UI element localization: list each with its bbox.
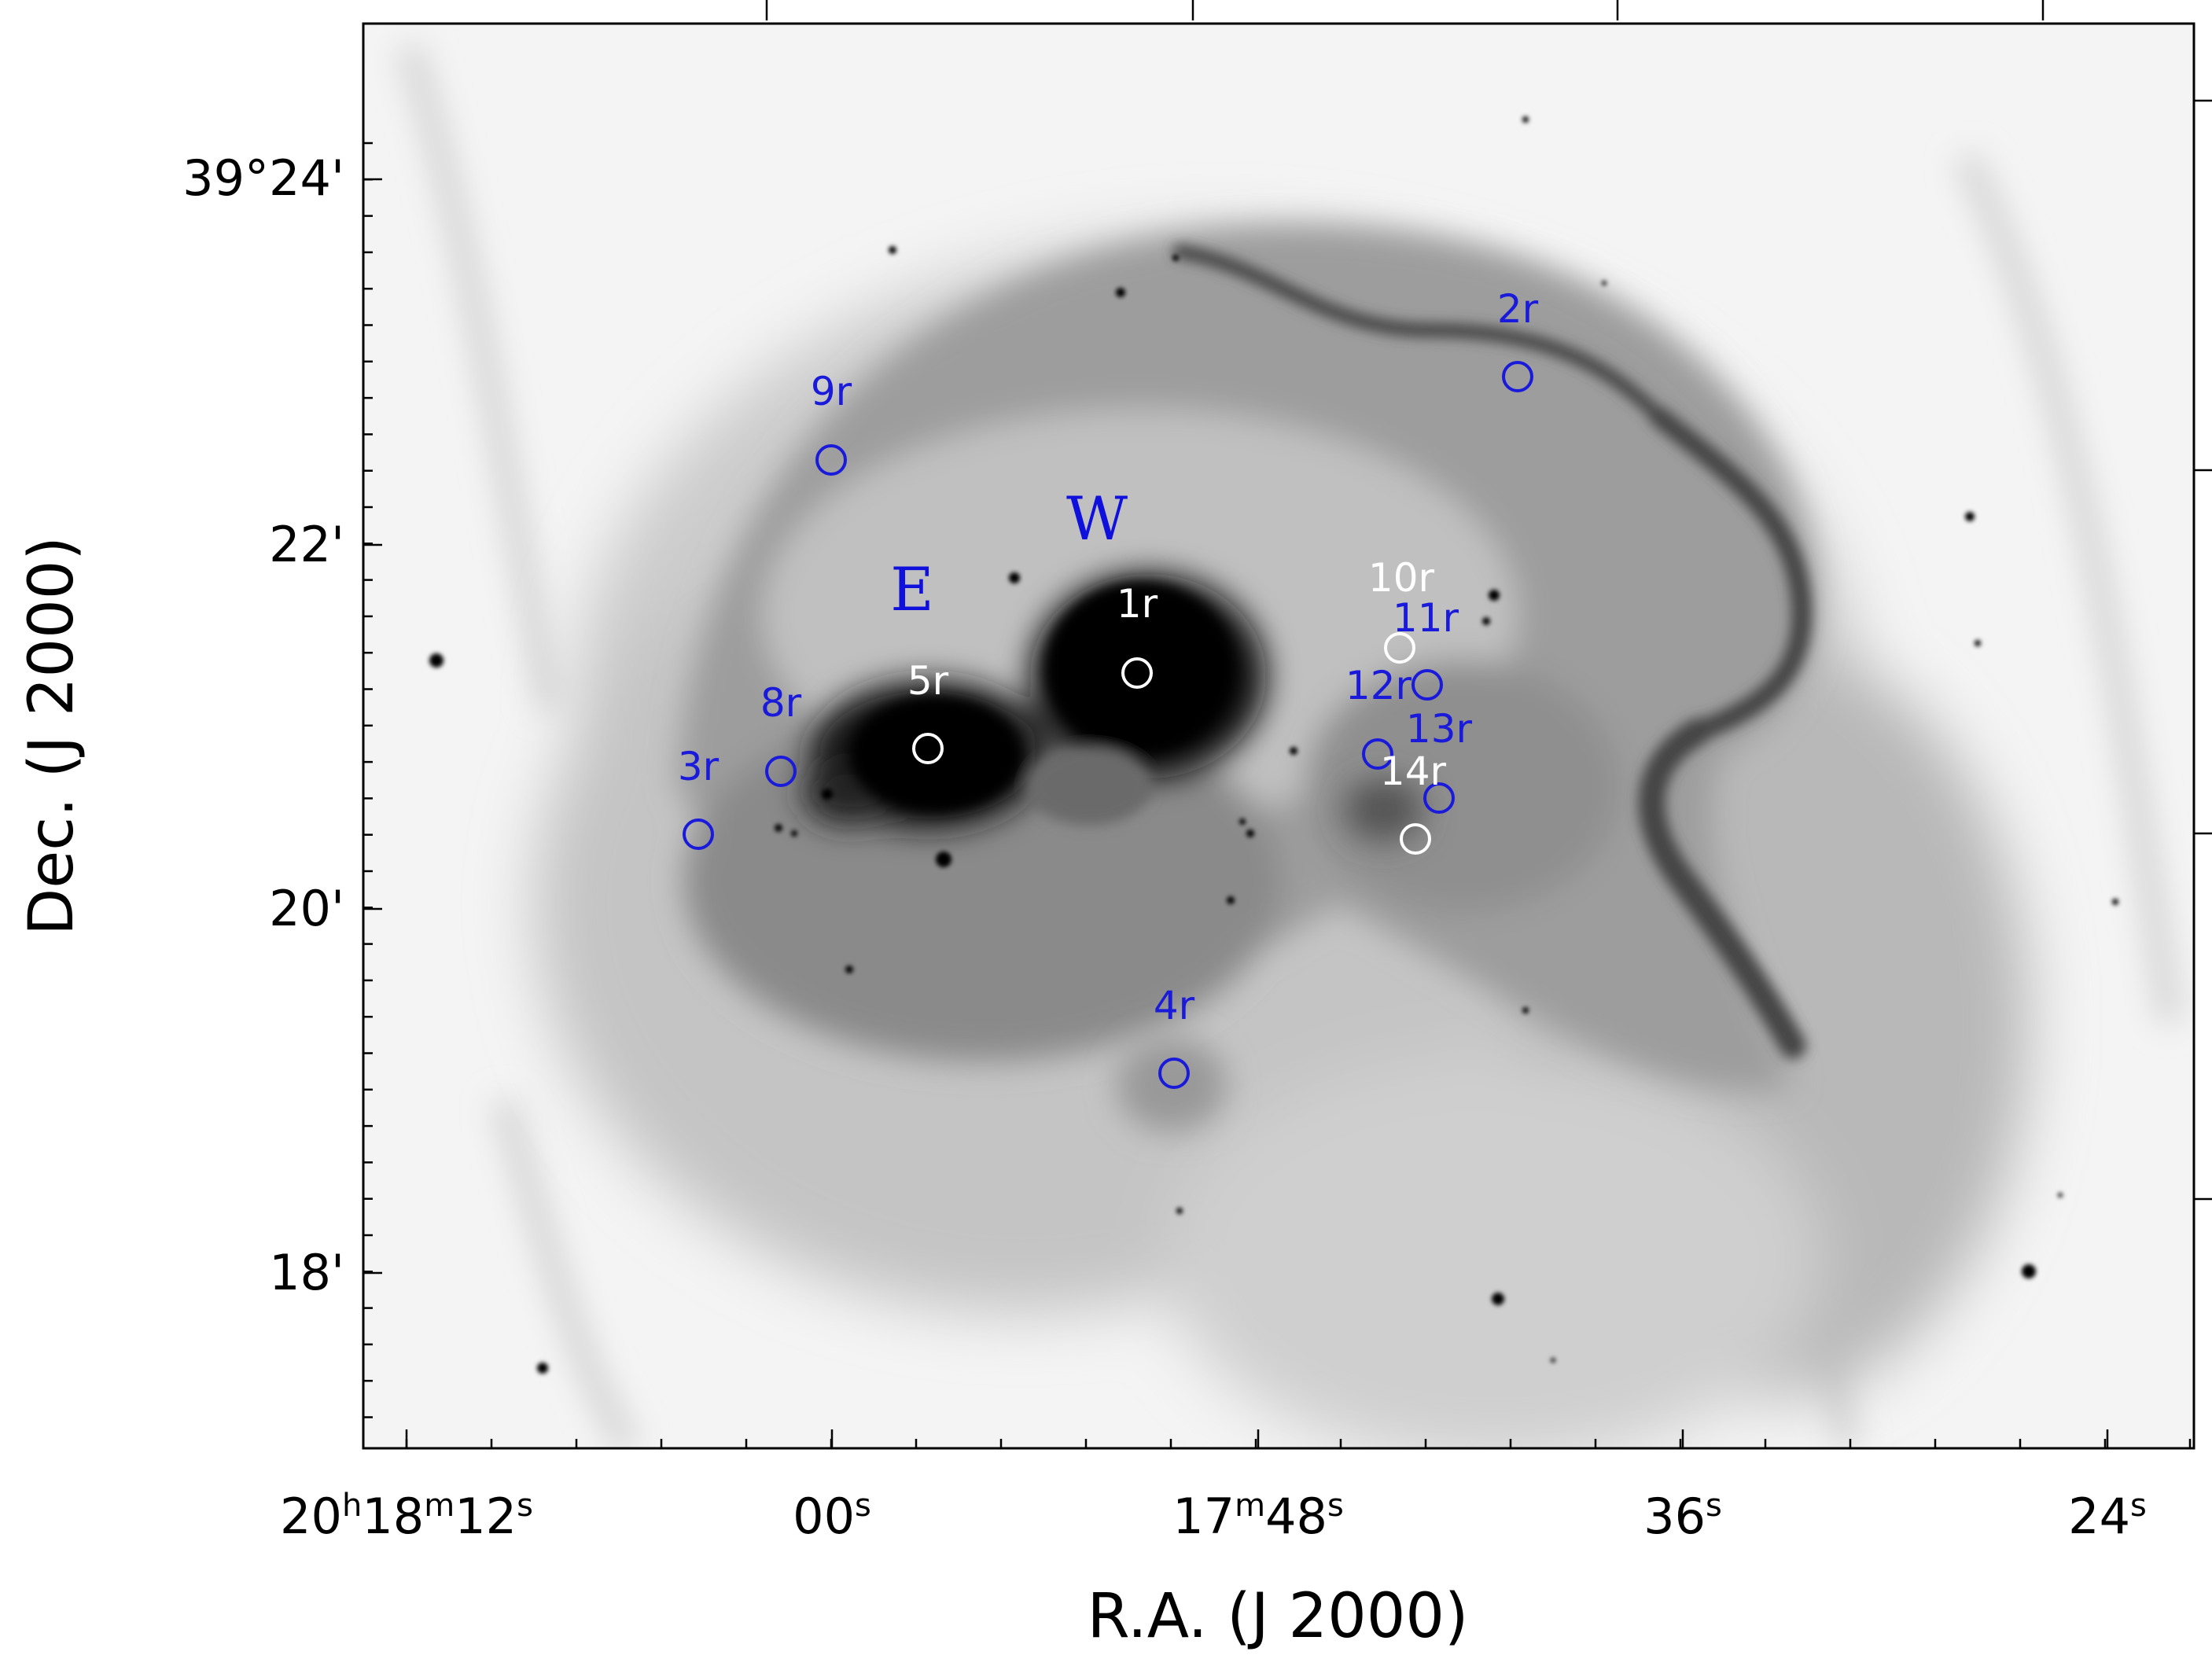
y-tick-label-2: 20' [269, 880, 344, 937]
star [1246, 829, 1254, 837]
source-circle-2r [1502, 361, 1533, 392]
x-tick-labels: 20h18m12s 00s 17m48s 36s 24s [280, 1488, 2147, 1545]
x-axis-title: R.A. (J 2000) [1088, 1581, 1469, 1652]
source-label-9r: 9r [811, 369, 852, 414]
star [1009, 572, 1020, 583]
source-circle-8r [765, 756, 797, 787]
region-label-e: E [890, 554, 933, 624]
source-label-3r: 3r [678, 744, 720, 789]
star [1290, 747, 1297, 755]
star [1482, 617, 1490, 625]
region-label-w: W [1066, 484, 1128, 554]
source-circle-10r [1384, 632, 1415, 664]
star [1492, 1293, 1504, 1305]
x-tick-label-3: 36s [1643, 1488, 1722, 1545]
star [936, 852, 951, 867]
source-circle-3r [683, 818, 714, 850]
star [537, 1363, 548, 1374]
star [429, 653, 444, 668]
star [822, 789, 833, 800]
x-tick-label-4: 24s [2068, 1488, 2147, 1545]
x-tick-label-2: 17m48s [1172, 1488, 1344, 1545]
star [1172, 255, 1179, 261]
star [1176, 1208, 1183, 1214]
star [791, 830, 797, 837]
source-circle-4r [1158, 1058, 1190, 1089]
axis-ticks [363, 0, 2212, 1448]
source-label-2r: 2r [1497, 286, 1539, 332]
x-tick-label-0: 20h18m12s [280, 1488, 533, 1545]
source-label-12r: 12r [1345, 663, 1412, 708]
star [1522, 116, 1529, 123]
star [2022, 1264, 2036, 1278]
source-circle-13r [1423, 782, 1455, 814]
star [2058, 1193, 2063, 1197]
source-label-10r: 10r [1368, 555, 1435, 601]
source-circle-14r [1400, 823, 1431, 855]
star [1602, 281, 1607, 285]
star [775, 824, 782, 832]
star [1489, 590, 1500, 601]
star [1522, 1007, 1529, 1013]
y-tick-labels: 39°24' 22' 20' 18' [182, 149, 344, 1301]
star [2112, 899, 2118, 905]
nebula-image [363, 24, 2194, 1448]
star [1239, 818, 1246, 825]
source-circle-11r [1411, 669, 1443, 701]
source-label-11r: 11r [1393, 595, 1459, 641]
source-circle-1r [1121, 657, 1153, 689]
source-label-8r: 8r [760, 680, 802, 726]
source-circle-12r [1362, 738, 1393, 770]
source-label-14r: 14r [1380, 749, 1447, 794]
plot-frame [362, 22, 2195, 1450]
star [1975, 640, 1981, 646]
source-label-5r: 5r [907, 658, 949, 704]
y-axis-title: Dec. (J 2000) [17, 536, 87, 936]
source-circle-5r [912, 733, 944, 764]
star [889, 246, 896, 254]
source-label-1r: 1r [1117, 581, 1158, 627]
star [845, 966, 853, 973]
source-label-13r: 13r [1406, 706, 1473, 752]
y-tick-label-1: 22' [269, 516, 344, 573]
star [1965, 512, 1975, 521]
star [1116, 288, 1125, 297]
y-tick-label-0: 39°24' [182, 149, 344, 207]
source-circle-9r [815, 444, 847, 476]
star [1551, 1358, 1555, 1363]
x-tick-label-1: 00s [793, 1488, 871, 1545]
source-label-4r: 4r [1154, 983, 1195, 1028]
star [1227, 896, 1235, 904]
y-tick-label-3: 18' [269, 1244, 344, 1301]
